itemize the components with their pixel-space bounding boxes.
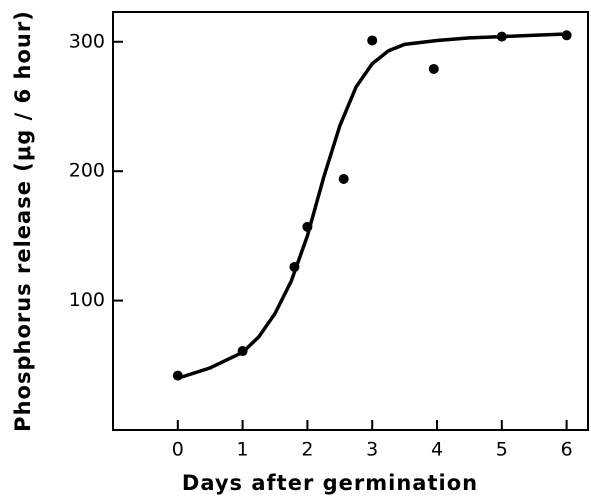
data-point — [338, 173, 349, 184]
x-tick-label: 1 — [237, 439, 249, 461]
x-tick-label: 0 — [172, 439, 184, 461]
y-tick-label: 100 — [69, 289, 105, 311]
x-axis-label: Days after germination — [182, 471, 478, 495]
data-point — [302, 221, 313, 232]
x-tick-label: 6 — [561, 439, 573, 461]
x-tick-label: 2 — [301, 439, 313, 461]
data-point — [237, 346, 248, 357]
x-tick-label: 5 — [496, 439, 508, 461]
y-tick-label: 200 — [69, 160, 105, 182]
y-tick-label: 300 — [69, 30, 105, 52]
data-point — [428, 63, 439, 74]
x-tick-label: 3 — [366, 439, 378, 461]
data-point — [496, 31, 507, 42]
data-point — [561, 30, 572, 41]
plot-frame — [112, 11, 589, 431]
data-point — [289, 261, 300, 272]
fit-curve — [177, 32, 567, 380]
y-axis-label: Phosphorus release (μg / 6 hour) — [11, 10, 35, 432]
data-point — [367, 35, 378, 46]
data-point — [172, 370, 183, 381]
x-tick-label: 4 — [431, 439, 443, 461]
